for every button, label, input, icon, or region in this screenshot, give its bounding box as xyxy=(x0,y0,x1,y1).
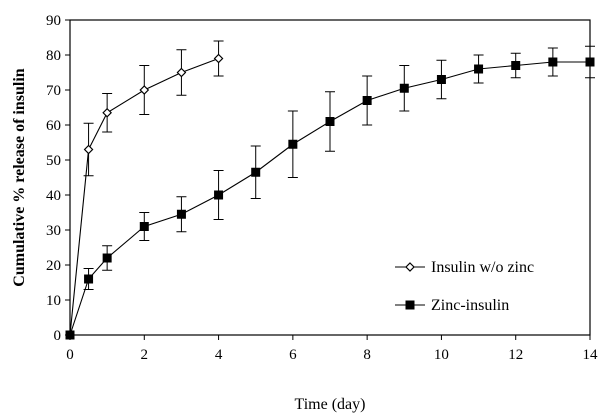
data-point xyxy=(84,274,94,284)
y-axis-title: Cumulative % release of insulin xyxy=(11,68,28,286)
series-line xyxy=(69,61,590,336)
x-tick-label: 8 xyxy=(363,347,371,363)
data-point xyxy=(511,61,521,70)
data-point xyxy=(176,209,186,219)
x-tick-label: 12 xyxy=(508,347,523,363)
x-tick-label: 14 xyxy=(583,347,599,363)
data-point xyxy=(102,253,112,263)
data-point xyxy=(251,167,261,177)
legend-marker xyxy=(405,262,415,272)
y-tick-label: 70 xyxy=(46,83,61,99)
data-point xyxy=(176,67,187,78)
data-point xyxy=(214,190,224,200)
data-point xyxy=(102,107,112,118)
legend-label: Zinc-insulin xyxy=(431,297,509,314)
y-tick-label: 60 xyxy=(46,118,61,134)
data-point xyxy=(83,144,94,155)
y-tick-label: 40 xyxy=(46,188,61,204)
x-axis-title: Time (day) xyxy=(295,396,366,413)
y-tick-label: 90 xyxy=(46,13,61,29)
data-point xyxy=(325,117,335,126)
x-tick-label: 0 xyxy=(66,347,74,363)
data-point xyxy=(474,64,484,74)
series-layer xyxy=(65,40,595,340)
data-point xyxy=(288,139,298,149)
legend-label: Insulin w/o zinc xyxy=(431,259,534,276)
y-tick-label: 50 xyxy=(46,153,61,169)
x-tick-label: 10 xyxy=(434,347,449,363)
data-point xyxy=(139,222,149,231)
series-insulin-wo-zinc xyxy=(65,40,224,340)
legend: Insulin w/o zinc Zinc-insulin xyxy=(395,259,534,314)
y-tick-label: 80 xyxy=(46,48,61,64)
data-point xyxy=(585,57,595,67)
axes xyxy=(69,19,591,336)
y-tick-label: 10 xyxy=(46,293,61,309)
ticks: 0 10 20 30 40 50 60 70 80 90 0 2 4 6 8 10 12 14 xyxy=(46,13,598,363)
x-tick-label: 2 xyxy=(141,347,149,363)
data-point xyxy=(65,330,75,340)
data-point xyxy=(548,57,558,67)
series-line xyxy=(69,57,219,336)
series-zinc-insulin xyxy=(65,45,595,340)
x-tick-label: 4 xyxy=(215,347,223,363)
data-point xyxy=(399,83,409,93)
legend-marker xyxy=(405,300,415,310)
data-point xyxy=(362,96,372,105)
data-point xyxy=(213,53,224,64)
data-point xyxy=(139,85,150,95)
plot-frame xyxy=(69,19,591,336)
y-tick-label: 20 xyxy=(46,258,61,274)
x-tick-label: 6 xyxy=(289,347,297,363)
data-point xyxy=(436,75,446,84)
y-tick-label: 30 xyxy=(46,223,61,239)
y-tick-label: 0 xyxy=(54,328,62,344)
